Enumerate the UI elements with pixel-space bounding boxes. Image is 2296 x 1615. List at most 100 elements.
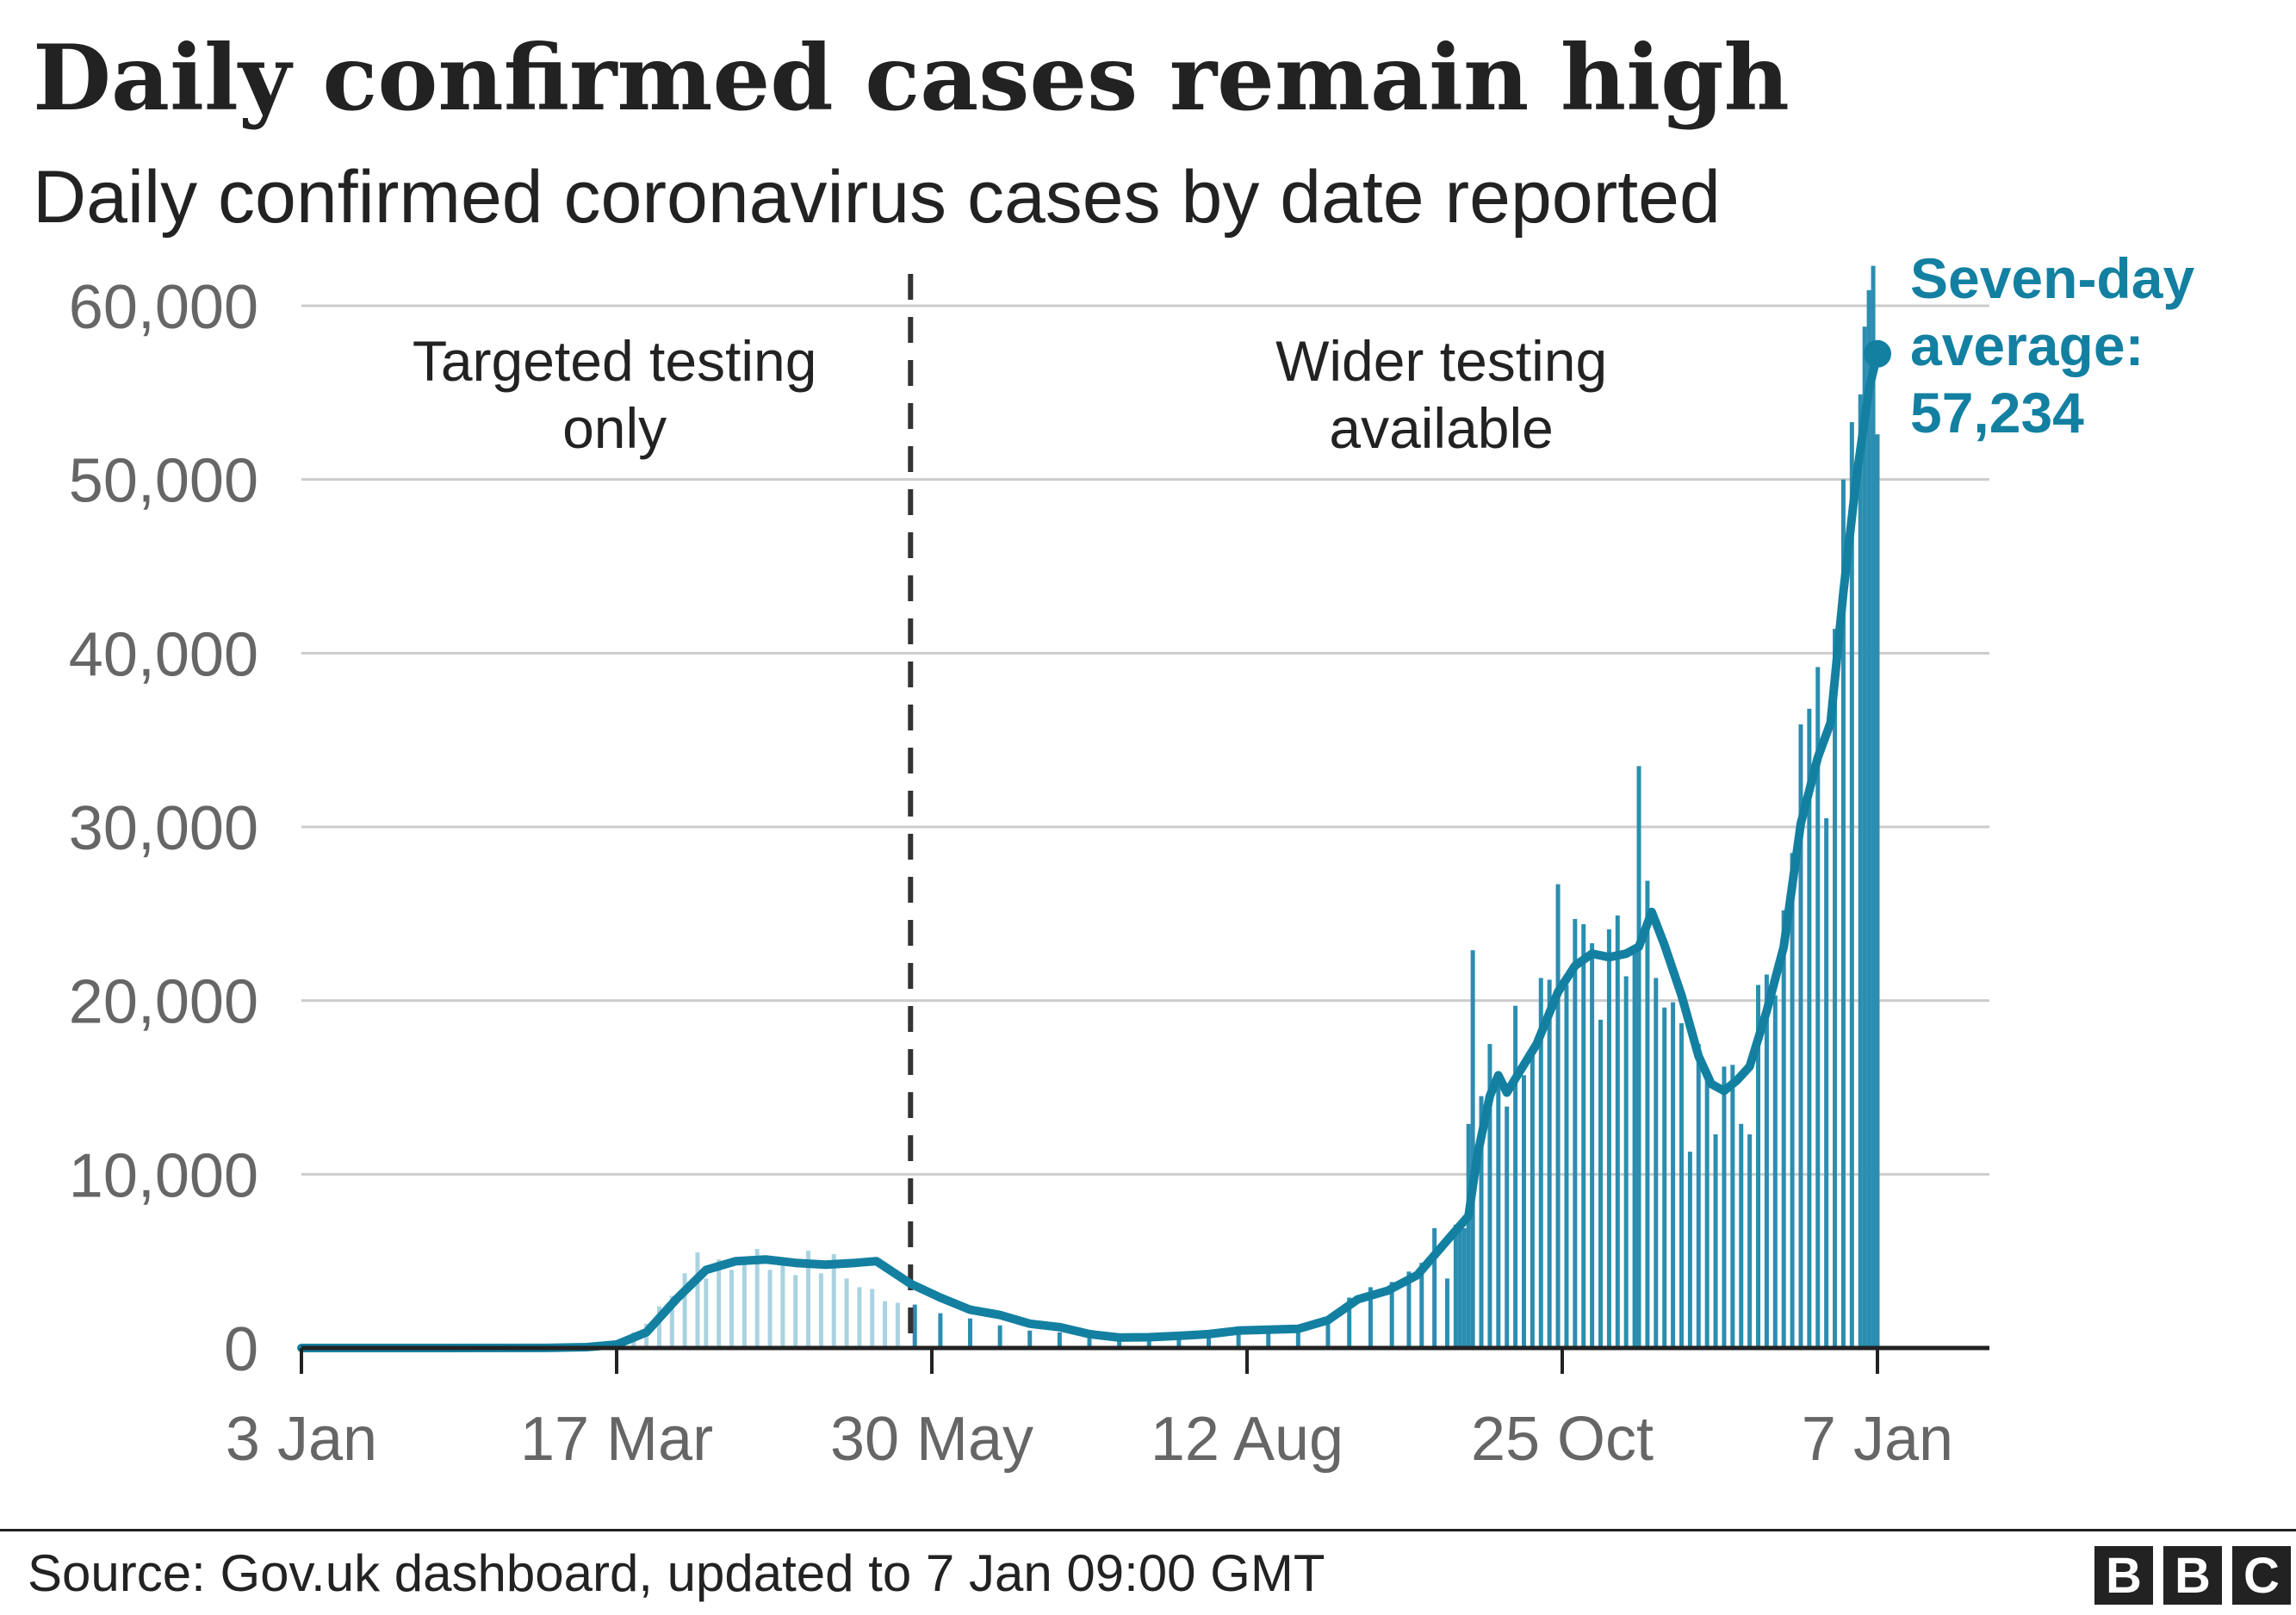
- chart-title: Daily confirmed cases remain high: [33, 24, 1790, 131]
- x-tick-label: 17 Mar: [520, 1405, 713, 1474]
- bar: [1470, 950, 1475, 1348]
- bar: [1466, 1123, 1471, 1348]
- x-tick-label: 3 Jan: [226, 1405, 377, 1474]
- bar: [1057, 1332, 1062, 1348]
- bar: [1722, 1066, 1727, 1348]
- source-note: Source: Gov.uk dashboard, updated to 7 J…: [28, 1544, 1325, 1602]
- bar: [1730, 1065, 1735, 1348]
- bar: [1521, 1075, 1526, 1348]
- bar: [1747, 1134, 1753, 1348]
- bar: [1623, 976, 1629, 1348]
- bar: [1325, 1318, 1331, 1348]
- bar: [1824, 817, 1829, 1348]
- bar: [1662, 1007, 1667, 1348]
- region-label: available: [1329, 396, 1554, 460]
- bar: [1176, 1334, 1182, 1348]
- bar: [1790, 853, 1795, 1348]
- chart-subtitle: Daily confirmed coronavirus cases by dat…: [33, 156, 1721, 239]
- x-tick-label: 12 Aug: [1151, 1405, 1343, 1474]
- bar: [1645, 880, 1650, 1348]
- annotation-label: Seven-day: [1910, 246, 2194, 310]
- bar: [1862, 326, 1867, 1349]
- bar: [1807, 708, 1812, 1348]
- bar: [1146, 1335, 1151, 1348]
- bar: [742, 1264, 747, 1348]
- series-line: [297, 349, 1882, 1352]
- region-label: Targeted testing: [413, 329, 817, 393]
- bar: [1858, 394, 1863, 1349]
- bar: [704, 1278, 709, 1348]
- bar: [1713, 1134, 1718, 1348]
- bar: [754, 1249, 760, 1348]
- bar: [831, 1254, 836, 1348]
- bar: [1654, 978, 1659, 1348]
- bar: [1432, 1227, 1437, 1348]
- bar: [1636, 766, 1641, 1348]
- bar: [1479, 1096, 1484, 1348]
- region-label: Wider testing: [1275, 329, 1607, 393]
- y-tick-label: 50,000: [69, 447, 258, 516]
- bar: [883, 1301, 888, 1348]
- y-tick-label: 60,000: [69, 273, 258, 342]
- bar: [1590, 943, 1595, 1348]
- bar: [1555, 884, 1561, 1348]
- y-tick-label: 20,000: [69, 968, 258, 1037]
- bar: [857, 1287, 862, 1348]
- bar: [1266, 1328, 1271, 1348]
- y-tick-label: 30,000: [69, 794, 258, 863]
- bar: [656, 1306, 661, 1348]
- bar: [1347, 1297, 1352, 1348]
- region-label: only: [562, 396, 667, 460]
- bar: [870, 1289, 875, 1348]
- bar: [669, 1295, 674, 1348]
- bar: [1117, 1336, 1122, 1348]
- bar: [1496, 1084, 1501, 1348]
- annotation-label: average:: [1910, 314, 2144, 377]
- bar: [1487, 1044, 1492, 1348]
- bar: [1453, 1224, 1458, 1348]
- bar: [1206, 1332, 1211, 1348]
- bar: [767, 1270, 773, 1348]
- bar: [1798, 724, 1803, 1348]
- bar: [695, 1252, 700, 1348]
- bar: [1027, 1330, 1033, 1348]
- bar: [844, 1278, 849, 1348]
- bar: [1849, 422, 1854, 1348]
- bar: [1513, 1005, 1518, 1348]
- x-tick-label: 7 Jan: [1802, 1405, 1953, 1474]
- bar: [682, 1273, 687, 1348]
- bar: [1833, 629, 1838, 1348]
- bar: [1866, 289, 1871, 1349]
- bar: [1547, 979, 1552, 1348]
- bar: [1538, 978, 1543, 1348]
- bar: [1875, 434, 1880, 1348]
- logo-letter: B: [2163, 1546, 2222, 1605]
- bar: [793, 1275, 798, 1348]
- bar: [912, 1304, 917, 1348]
- bar: [729, 1270, 735, 1348]
- bar: [1756, 985, 1761, 1348]
- logo-letter: C: [2232, 1546, 2291, 1605]
- bar: [1739, 1123, 1744, 1348]
- bar: [1573, 918, 1578, 1348]
- bar: [1764, 974, 1769, 1348]
- chart-area: 0 10,000 20,000 30,000 40,000 50,000 60,000 Tar…: [69, 246, 2195, 1474]
- bar: [1696, 1044, 1701, 1348]
- bar: [1615, 915, 1620, 1348]
- bbc-logo: B B C: [2094, 1546, 2291, 1605]
- bar: [1581, 923, 1586, 1348]
- bar: [1389, 1282, 1394, 1348]
- bar: [1781, 910, 1786, 1348]
- bar: [968, 1318, 973, 1348]
- bar: [717, 1259, 722, 1348]
- x-tick-label: 25 Oct: [1471, 1405, 1654, 1474]
- bar: [780, 1261, 785, 1348]
- logo-letter: B: [2094, 1546, 2153, 1605]
- bar: [1236, 1330, 1241, 1348]
- bar: [1444, 1278, 1449, 1348]
- y-tick-label: 40,000: [69, 620, 258, 689]
- bar: [1295, 1326, 1300, 1348]
- bar: [1505, 1106, 1510, 1348]
- bar: [1087, 1337, 1092, 1348]
- bar: [1704, 1071, 1710, 1348]
